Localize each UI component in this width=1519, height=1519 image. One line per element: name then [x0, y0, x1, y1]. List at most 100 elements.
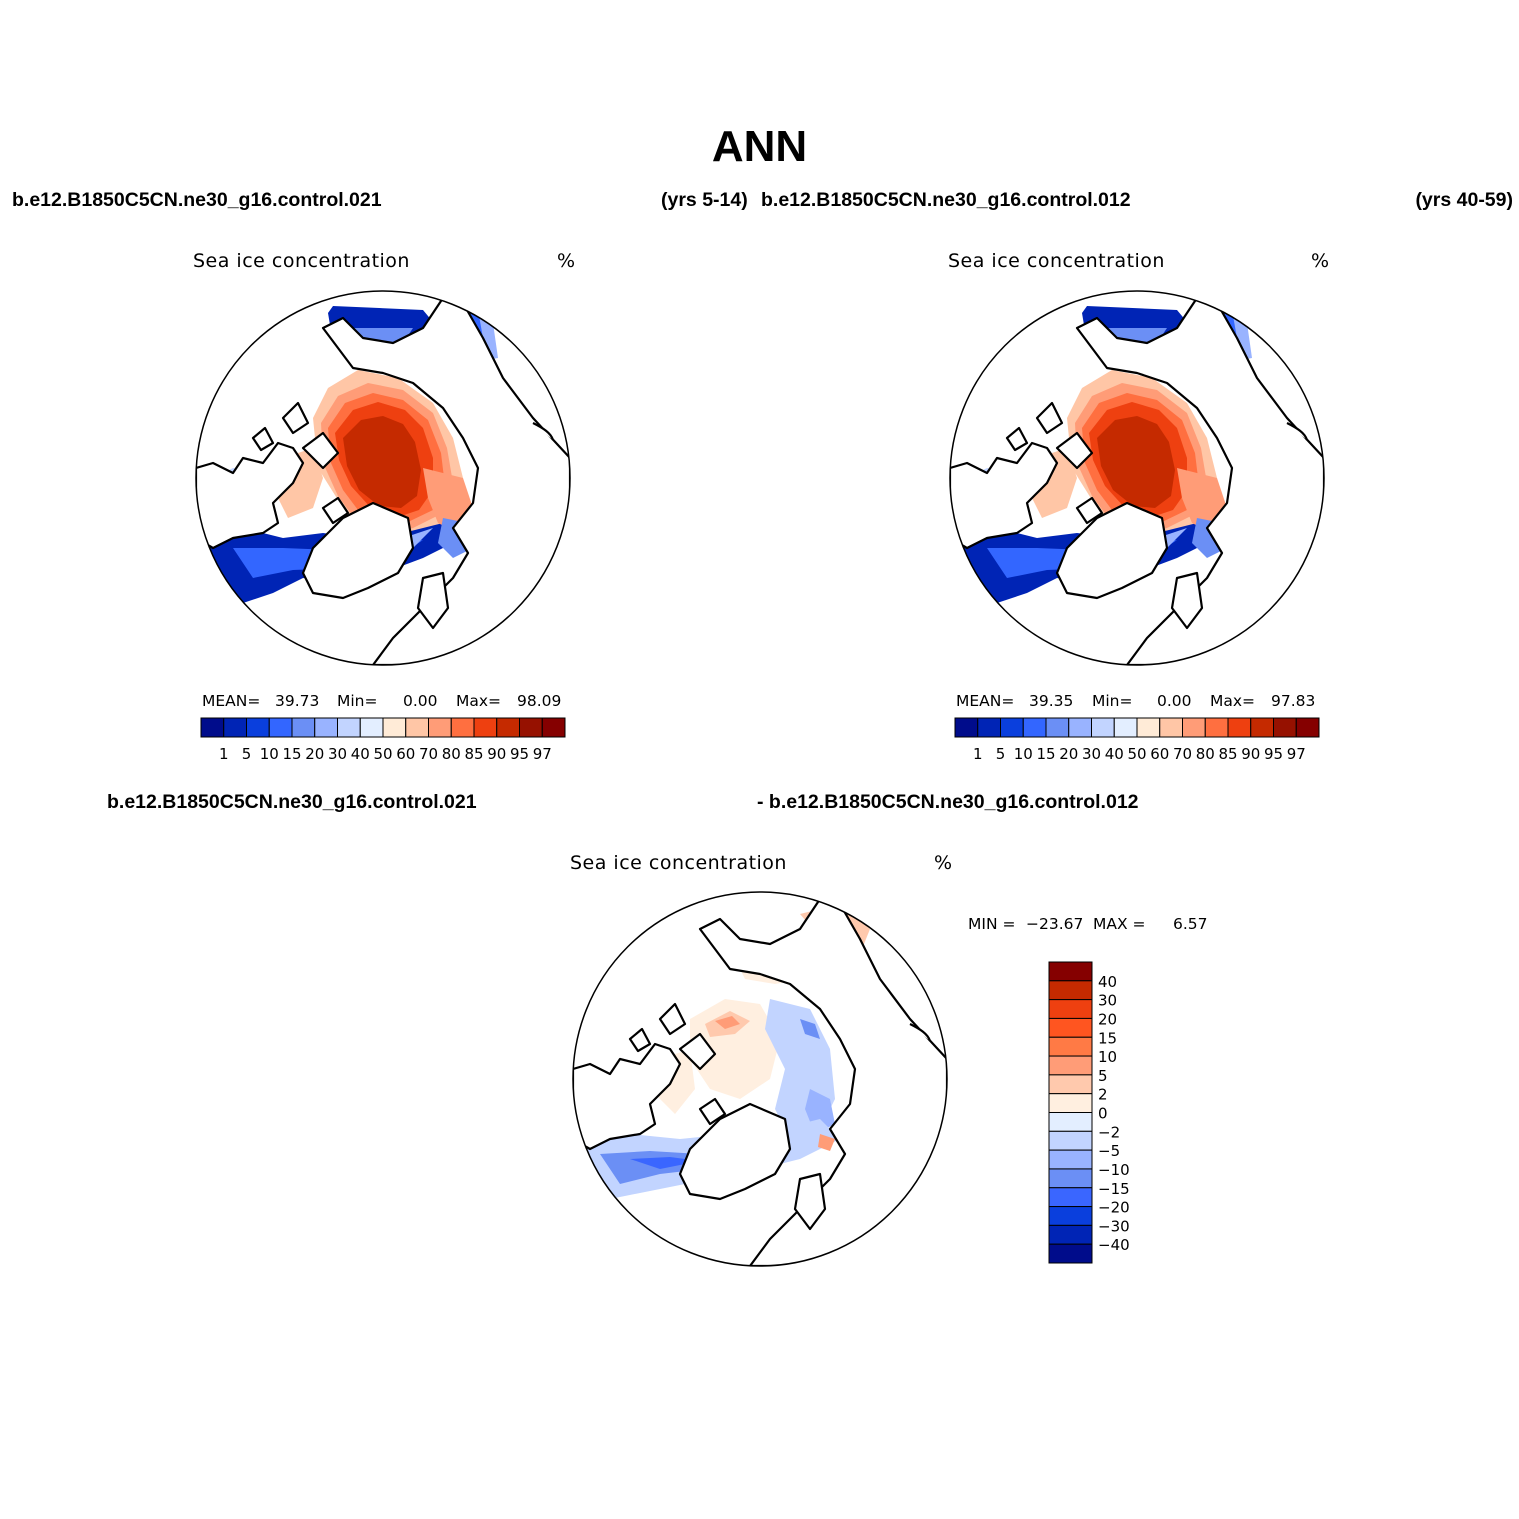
- diff-colorbar-tick-label: −2: [1098, 1123, 1120, 1141]
- diff-colorbar-swatch: [1048, 999, 1093, 1019]
- panel1-colorbar-tick-label: 20: [305, 745, 324, 763]
- panel2-max: 97.83: [1271, 692, 1316, 710]
- panel2-colorbar-tick-label: 40: [1105, 745, 1124, 763]
- panel3-min: −23.67: [1026, 915, 1084, 933]
- panel3-max: 6.57: [1173, 915, 1208, 933]
- diff-colorbar-tick-label: 40: [1098, 973, 1117, 991]
- panel2-colorbar-tick-label: 60: [1150, 745, 1169, 763]
- diff-colorbar-swatch: [1048, 1130, 1093, 1151]
- panel2-mean: 39.35: [1029, 692, 1074, 710]
- panel2-min-label: Min=: [1092, 692, 1133, 710]
- panel1-colorbar-swatch: [223, 717, 247, 738]
- panel2-colorbar-tick-label: 95: [1264, 745, 1283, 763]
- panel2-colorbar-swatch: [977, 717, 1001, 738]
- panel1-colorbar-swatch: [496, 717, 520, 738]
- panel1-map: [195, 290, 571, 666]
- panel1-mean: 39.73: [275, 692, 320, 710]
- panel1-colorbar-tick-label: 85: [464, 745, 483, 763]
- diff-colorbar-swatch: [1048, 1187, 1093, 1208]
- panel2-colorbar-swatch: [1045, 717, 1070, 738]
- panel1-colorbar-tick-label: 5: [242, 745, 252, 763]
- right-years: (yrs 40-59): [1415, 189, 1513, 211]
- panel1-mean-label: MEAN=: [202, 692, 261, 710]
- diff-colorbar-swatch: [1048, 1243, 1093, 1264]
- panel2-colorbar-tick-label: 5: [996, 745, 1006, 763]
- panel2-colorbar-tick-label: 97: [1287, 745, 1306, 763]
- diff-colorbar-swatch: [1048, 1112, 1093, 1132]
- panel1-colorbar-tick-label: 30: [328, 745, 347, 763]
- panel1-min-label: Min=: [337, 692, 378, 710]
- panel2-colorbar-swatch: [1182, 717, 1206, 738]
- diff-colorbar-swatch: [1048, 980, 1093, 1001]
- panel2-colorbar-tick-label: 90: [1241, 745, 1260, 763]
- diff-colorbar-swatch: [1048, 1224, 1093, 1245]
- left-years: (yrs 5-14): [661, 189, 748, 211]
- panel1-colorbar-tick-label: 15: [282, 745, 301, 763]
- diff-colorbar-swatch: [1048, 1206, 1093, 1226]
- panel2-colorbar-tick-label: 30: [1082, 745, 1101, 763]
- panel2-colorbar-tick-label: 1: [973, 745, 983, 763]
- panel2-colorbar-tick-label: 15: [1036, 745, 1055, 763]
- diff-colorbar-swatch: [1048, 1017, 1093, 1038]
- panel1-colorbar-tick-label: 97: [533, 745, 552, 763]
- panel2-colorbar-tick-label: 10: [1014, 745, 1033, 763]
- diff-colorbar-tick-label: −40: [1098, 1236, 1130, 1254]
- panel3-map: [572, 891, 948, 1267]
- panel1-colorbar-swatch: [337, 717, 361, 738]
- panel2-colorbar-swatch: [1113, 717, 1138, 738]
- panel2-max-label: Max=: [1210, 692, 1256, 710]
- diff-colorbar-swatch: [1048, 1036, 1093, 1057]
- panel2-colorbar-swatch: [1204, 717, 1229, 738]
- panel2-map: [949, 290, 1325, 666]
- panel1-colorbar-swatch: [541, 717, 566, 738]
- diff-right-case: - b.e12.B1850C5CN.ne30_g16.control.012: [757, 791, 1139, 813]
- panel1-colorbar-swatch: [200, 717, 225, 738]
- panel1-colorbar-swatch: [382, 717, 407, 738]
- panel2-colorbar-swatch: [1250, 717, 1274, 738]
- panel2-colorbar-swatch: [1136, 717, 1161, 738]
- panel2-colorbar-swatch: [1022, 717, 1047, 738]
- panel1-colorbar-tick-label: 70: [419, 745, 438, 763]
- diff-colorbar-tick-label: 20: [1098, 1010, 1117, 1028]
- diff-colorbar-tick-label: −5: [1098, 1142, 1120, 1160]
- panel1-variable: Sea ice concentration: [193, 250, 410, 272]
- panel2-variable: Sea ice concentration: [948, 250, 1165, 272]
- panel2-colorbar-tick-label: 70: [1173, 745, 1192, 763]
- diff-colorbar-tick-label: −10: [1098, 1161, 1130, 1179]
- panel1-colorbar-tick-label: 1: [219, 745, 229, 763]
- panel1-colorbar-swatch: [473, 717, 498, 738]
- page-title: ANN: [711, 122, 808, 171]
- panel2-units: %: [1311, 250, 1330, 272]
- diff-colorbar-swatch: [1048, 961, 1093, 982]
- panel1-colorbar-tick-label: 80: [442, 745, 461, 763]
- panel1-colorbar-swatch: [268, 717, 293, 738]
- panel3-max-label: MAX =: [1093, 915, 1146, 933]
- diff-colorbar-tick-label: −20: [1098, 1199, 1130, 1217]
- panel3-variable: Sea ice concentration: [570, 852, 787, 874]
- diff-colorbar-swatch: [1048, 1093, 1093, 1113]
- panel2-colorbar: 1 5 10 15 20 30 40 50 60 70 80 85 90 95 97: [954, 717, 1320, 763]
- panel1-colorbar-tick-label: 10: [260, 745, 279, 763]
- panel2-colorbar-swatch: [1159, 717, 1183, 738]
- panel2-colorbar-tick-label: 50: [1127, 745, 1146, 763]
- panel1-colorbar-swatch: [428, 717, 452, 738]
- diff-colorbar-tick-label: 2: [1098, 1086, 1108, 1104]
- diff-colorbar-tick-label: 10: [1098, 1048, 1117, 1066]
- panel1-colorbar-tick-label: 90: [487, 745, 506, 763]
- diff-colorbar-swatch: [1048, 1149, 1093, 1170]
- panel2-colorbar-swatch: [1227, 717, 1252, 738]
- panel1-units: %: [557, 250, 576, 272]
- panel3-min-label: MIN =: [968, 915, 1016, 933]
- panel2-colorbar-swatch: [1068, 717, 1092, 738]
- panel1-colorbar: 1 5 10 15 20 30 40 50 60 70 80 85 90 95 97: [200, 717, 566, 763]
- right-case-name: b.e12.B1850C5CN.ne30_g16.control.012: [761, 189, 1131, 211]
- left-case-name: b.e12.B1850C5CN.ne30_g16.control.021: [12, 189, 382, 211]
- panel2-colorbar-tick-label: 85: [1218, 745, 1237, 763]
- panel2-min: 0.00: [1157, 692, 1192, 710]
- diff-colorbar-tick-label: −30: [1098, 1217, 1130, 1235]
- diff-colorbar-swatch: [1048, 1074, 1093, 1095]
- diff-colorbar-tick-label: −15: [1098, 1180, 1130, 1198]
- panel1-max: 98.09: [517, 692, 562, 710]
- panel1-colorbar-swatch: [314, 717, 338, 738]
